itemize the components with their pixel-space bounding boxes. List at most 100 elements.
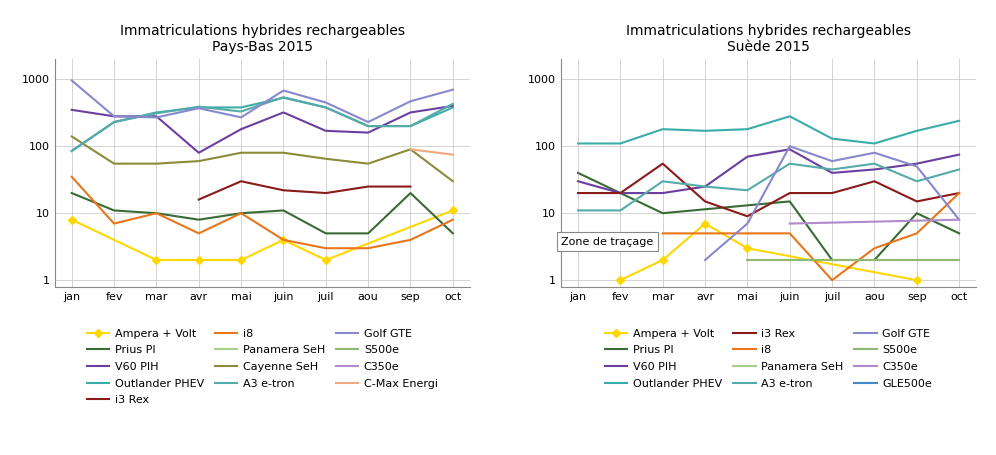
Golf GTE xyxy=(363,119,374,125)
Line: i8: i8 xyxy=(662,193,959,280)
Outlander PHEV xyxy=(320,105,332,110)
Prius PI xyxy=(953,231,965,236)
Outlander PHEV xyxy=(699,128,711,134)
Golf GTE xyxy=(869,150,880,156)
i3 Rex xyxy=(235,178,247,184)
Golf GTE xyxy=(193,106,205,111)
V60 PIH xyxy=(320,128,332,134)
Golf GTE xyxy=(826,158,838,164)
i3 Rex xyxy=(278,187,290,193)
Prius PI xyxy=(826,257,838,263)
Prius PI xyxy=(869,257,880,263)
Golf GTE xyxy=(66,78,78,83)
i8 xyxy=(826,278,838,283)
Cayenne SeH xyxy=(320,156,332,162)
Line: Ampera + Volt: Ampera + Volt xyxy=(618,221,919,283)
Golf GTE xyxy=(741,221,753,226)
Line: C350e: C350e xyxy=(790,220,959,223)
Cayenne SeH xyxy=(278,150,290,156)
Legend: Ampera + Volt, Prius PI, V60 PIH, Outlander PHEV, i3 Rex, i8, Panamera SeH, Caye: Ampera + Volt, Prius PI, V60 PIH, Outlan… xyxy=(87,329,438,405)
Cayenne SeH xyxy=(404,147,416,152)
A3 e-tron xyxy=(910,178,922,184)
Prius PI xyxy=(363,231,374,236)
V60 PIH xyxy=(447,103,459,109)
V60 PIH xyxy=(193,150,205,156)
V60 PIH xyxy=(404,110,416,115)
Cayenne SeH xyxy=(66,134,78,139)
Line: C-Max Energi: C-Max Energi xyxy=(410,149,453,155)
Outlander PHEV xyxy=(784,114,796,119)
Line: i3 Rex: i3 Rex xyxy=(199,181,410,200)
A3 e-tron xyxy=(447,101,459,106)
Line: Outlander PHEV: Outlander PHEV xyxy=(72,98,453,151)
i8 xyxy=(784,231,796,236)
Outlander PHEV xyxy=(278,95,290,101)
Golf GTE xyxy=(320,100,332,105)
Cayenne SeH xyxy=(150,161,162,167)
V60 PIH xyxy=(784,147,796,152)
i3 Rex xyxy=(699,199,711,204)
Outlander PHEV xyxy=(109,119,121,125)
Outlander PHEV xyxy=(741,126,753,132)
i8 xyxy=(447,217,459,222)
i3 Rex xyxy=(953,190,965,196)
Prius PI xyxy=(656,211,668,216)
A3 e-tron xyxy=(363,123,374,129)
Golf GTE xyxy=(109,114,121,119)
A3 e-tron xyxy=(784,161,796,167)
Line: i8: i8 xyxy=(72,177,453,248)
A3 e-tron xyxy=(109,119,121,125)
S500e xyxy=(910,257,922,263)
Line: Cayenne SeH: Cayenne SeH xyxy=(72,136,453,181)
Golf GTE xyxy=(235,115,247,120)
Legend: Ampera + Volt, Prius PI, V60 PIH, Outlander PHEV, i3 Rex, i8, Panamera SeH, A3 e: Ampera + Volt, Prius PI, V60 PIH, Outlan… xyxy=(606,329,932,389)
A3 e-tron xyxy=(869,161,880,167)
S500e xyxy=(826,257,838,263)
Ampera + Volt xyxy=(320,257,332,263)
Prius PI xyxy=(150,211,162,216)
A3 e-tron xyxy=(826,167,838,172)
Cayenne SeH xyxy=(109,161,121,167)
V60 PIH xyxy=(150,114,162,119)
A3 e-tron xyxy=(66,148,78,154)
Line: V60 PIH: V60 PIH xyxy=(72,106,453,153)
Title: Immatriculations hybrides rechargeables
Suède 2015: Immatriculations hybrides rechargeables … xyxy=(626,24,911,54)
Outlander PHEV xyxy=(66,148,78,154)
V60 PIH xyxy=(953,152,965,157)
Ampera + Volt xyxy=(615,278,626,283)
Line: Outlander PHEV: Outlander PHEV xyxy=(578,116,959,143)
Line: A3 e-tron: A3 e-tron xyxy=(72,97,453,151)
Ampera + Volt xyxy=(910,278,922,283)
Cayenne SeH xyxy=(363,161,374,167)
Prius PI xyxy=(910,211,922,216)
Outlander PHEV xyxy=(572,141,584,146)
A3 e-tron xyxy=(278,95,290,100)
Prius PI xyxy=(109,208,121,213)
Cayenne SeH xyxy=(193,158,205,164)
Prius PI xyxy=(404,190,416,196)
Ampera + Volt xyxy=(150,257,162,263)
V60 PIH xyxy=(869,167,880,172)
i3 Rex xyxy=(404,184,416,189)
A3 e-tron xyxy=(656,178,668,184)
Ampera + Volt xyxy=(66,217,78,222)
Prius PI xyxy=(572,170,584,176)
Outlander PHEV xyxy=(447,105,459,110)
Ampera + Volt xyxy=(447,208,459,213)
i3 Rex xyxy=(320,190,332,196)
Line: Golf GTE: Golf GTE xyxy=(72,81,453,122)
Ampera + Volt xyxy=(699,221,711,226)
i8 xyxy=(278,237,290,243)
C350e xyxy=(953,217,965,222)
i3 Rex xyxy=(869,178,880,184)
Cayenne SeH xyxy=(447,178,459,184)
i8 xyxy=(404,237,416,243)
Ampera + Volt xyxy=(235,257,247,263)
Ampera + Volt xyxy=(193,257,205,263)
V60 PIH xyxy=(656,190,668,196)
Golf GTE xyxy=(278,88,290,93)
A3 e-tron xyxy=(615,208,626,213)
Golf GTE xyxy=(784,143,796,149)
A3 e-tron xyxy=(699,184,711,189)
S500e xyxy=(741,257,753,263)
